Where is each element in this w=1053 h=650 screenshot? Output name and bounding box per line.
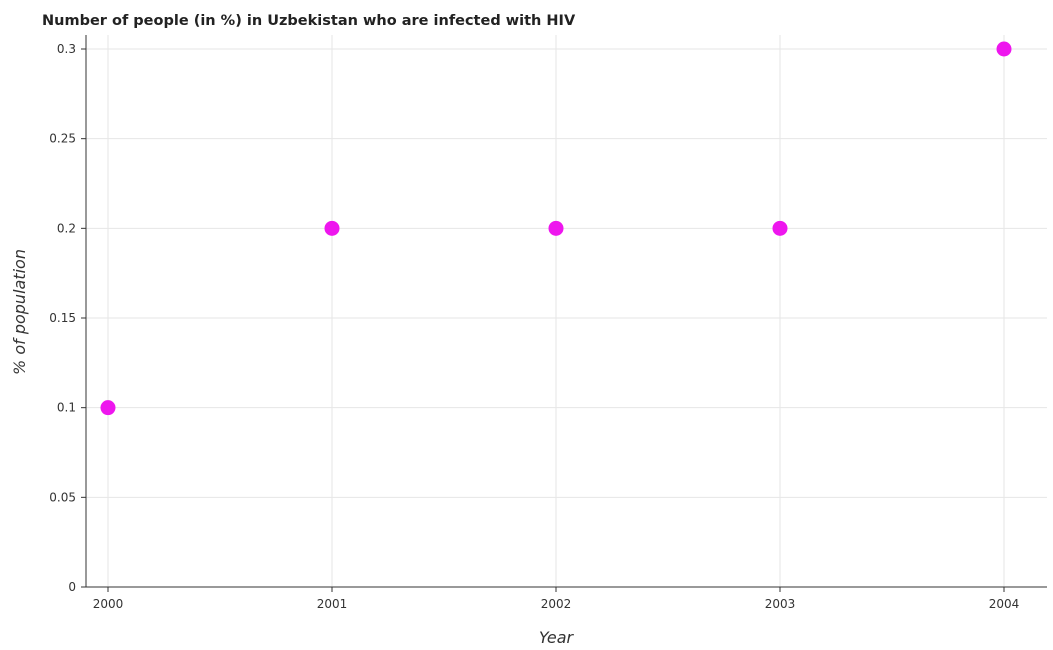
y-axis-label: % of population (10, 249, 29, 375)
y-tick-label: 0 (68, 580, 76, 594)
data-point (772, 220, 788, 236)
data-point (996, 41, 1012, 57)
y-tick-label: 0.1 (57, 401, 76, 415)
y-tick-label: 0.05 (49, 490, 76, 504)
x-tick-label: 2003 (765, 597, 796, 611)
chart-title: Number of people (in %) in Uzbekistan wh… (42, 13, 576, 29)
y-tick-label: 0.15 (49, 311, 76, 325)
x-tick-label: 2002 (541, 597, 572, 611)
data-point (100, 400, 116, 416)
y-tick-label: 0.25 (49, 132, 76, 146)
x-tick-label: 2001 (317, 597, 348, 611)
x-axis-label: Year (539, 628, 575, 647)
x-tick-label: 2000 (93, 597, 124, 611)
data-point (548, 220, 564, 236)
x-tick-labels: 2000 2001 2002 2003 2004 (93, 587, 1020, 611)
data-points (100, 41, 1012, 416)
y-tick-label: 0.2 (57, 221, 76, 235)
data-point (324, 220, 340, 236)
y-tick-label: 0.3 (57, 42, 76, 56)
x-tick-label: 2004 (989, 597, 1020, 611)
grid-lines (86, 35, 1047, 588)
y-tick-labels: 0 0.05 0.1 0.15 0.2 0.25 0.3 (49, 42, 86, 594)
